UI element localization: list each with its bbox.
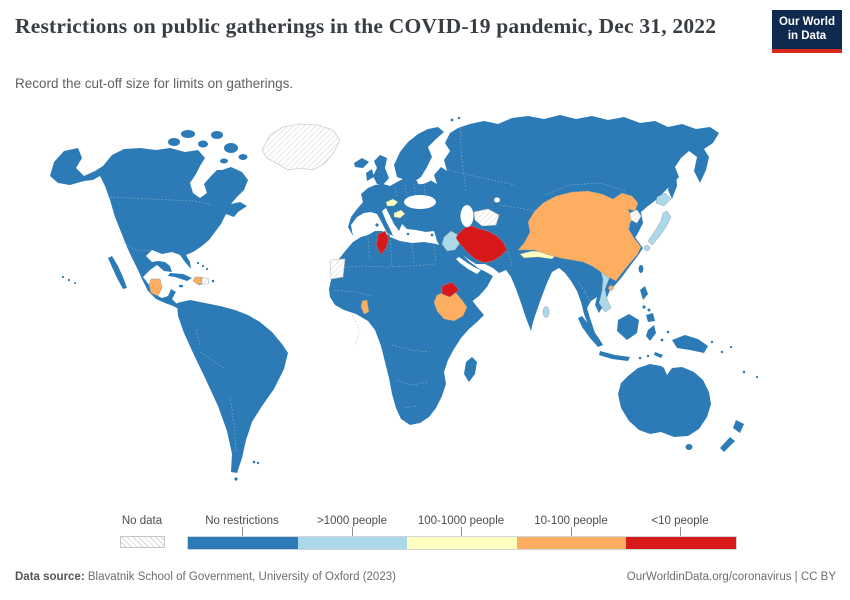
country-taiwan[interactable] [638, 265, 644, 273]
island-java[interactable] [599, 351, 630, 361]
legend-tick [571, 527, 572, 536]
country-north-america[interactable] [50, 148, 248, 310]
data-source-text: Blavatnik School of Government, Universi… [84, 571, 396, 583]
legend-swatch-lt10[interactable] [626, 537, 736, 549]
country-madagascar[interactable] [464, 357, 477, 382]
country-australia[interactable] [618, 364, 711, 437]
attribution-link[interactable]: OurWorldinData.org/coronavirus | CC BY [626, 571, 836, 583]
island-new-guinea[interactable] [672, 335, 708, 353]
country-austria[interactable] [385, 198, 399, 207]
legend-tick [352, 527, 353, 536]
owid-logo: Our World in Data [772, 10, 842, 53]
data-source-note: Data source: Blavatnik School of Governm… [15, 571, 396, 583]
country-guatemala[interactable] [148, 278, 163, 297]
legend-tick [680, 527, 681, 536]
island-sumatra[interactable] [578, 316, 603, 347]
island-borneo[interactable] [617, 314, 639, 340]
legend-swatch-no-restrictions[interactable] [188, 537, 298, 549]
country-iraq[interactable] [441, 230, 461, 252]
legend-tick [242, 527, 243, 536]
country-sri-lanka[interactable] [542, 306, 550, 318]
country-south-america[interactable] [177, 300, 288, 473]
country-western-sahara[interactable] [329, 258, 346, 280]
island-sakhalin [668, 172, 677, 199]
owid-logo-line1: Our World [778, 16, 835, 28]
region-baja[interactable] [108, 256, 127, 289]
country-ireland[interactable] [366, 169, 374, 181]
legend-no-data-label: No data [121, 515, 163, 527]
landmass-group[interactable] [50, 115, 759, 481]
arctic-islands [168, 130, 248, 164]
country-iceland[interactable] [354, 158, 369, 168]
island-bahamas [196, 261, 215, 283]
page-title: Restrictions on public gatherings in the… [15, 14, 717, 38]
country-eritrea[interactable] [441, 281, 460, 298]
country-tunisia[interactable] [375, 230, 390, 256]
legend-bin-label-0: No restrictions [205, 515, 279, 527]
inland-seas [404, 175, 500, 274]
country-balkans[interactable] [393, 209, 406, 219]
island-hainan[interactable] [608, 285, 614, 291]
island-tasmania [685, 444, 693, 450]
country-turkmenistan[interactable] [473, 208, 500, 227]
island-falklands [234, 460, 260, 481]
legend-bin-label-4: <10 people [651, 515, 709, 527]
country-japan[interactable] [643, 192, 672, 251]
region-scandinavia[interactable] [394, 127, 444, 182]
legend-bin-label-2: 100-1000 people [417, 515, 505, 527]
legend-swatch-10-100[interactable] [516, 537, 627, 549]
data-source-label: Data source: [15, 571, 85, 583]
pacific-islands [61, 275, 759, 379]
country-haiti[interactable] [192, 276, 203, 285]
legend-color-bar[interactable] [187, 536, 737, 550]
country-africa[interactable] [329, 231, 484, 425]
country-united-kingdom[interactable] [373, 155, 389, 185]
country-jamaica[interactable] [178, 284, 184, 288]
island-svalbard [450, 116, 461, 122]
country-cuba[interactable] [168, 273, 192, 281]
country-north-korea[interactable] [629, 209, 642, 224]
country-dominican-republic[interactable] [201, 276, 210, 285]
legend-swatch-100-1000[interactable] [407, 537, 517, 549]
legend-bin-label-1: >1000 people [316, 515, 388, 527]
island-newfoundland [236, 203, 244, 209]
category-overlays[interactable] [148, 123, 672, 322]
page-subtitle: Record the cut-off size for limits on ga… [15, 76, 294, 91]
legend-bin-label-3: 10-100 people [534, 515, 608, 527]
legend-tick [461, 527, 462, 536]
legend-swatch-gt1000[interactable] [297, 537, 408, 549]
country-new-zealand[interactable] [720, 420, 744, 452]
island-philippines[interactable] [640, 286, 655, 322]
island-lesser-sunda [638, 330, 670, 360]
country-china[interactable] [517, 190, 642, 282]
mediterranean-islands [375, 223, 434, 238]
island-sulawesi[interactable] [646, 325, 656, 341]
legend-no-data-swatch[interactable] [120, 536, 165, 548]
country-benin[interactable] [360, 299, 370, 315]
country-greenland[interactable] [261, 123, 341, 171]
country-iran[interactable] [455, 225, 508, 264]
owid-logo-line2: in Data [787, 29, 827, 42]
